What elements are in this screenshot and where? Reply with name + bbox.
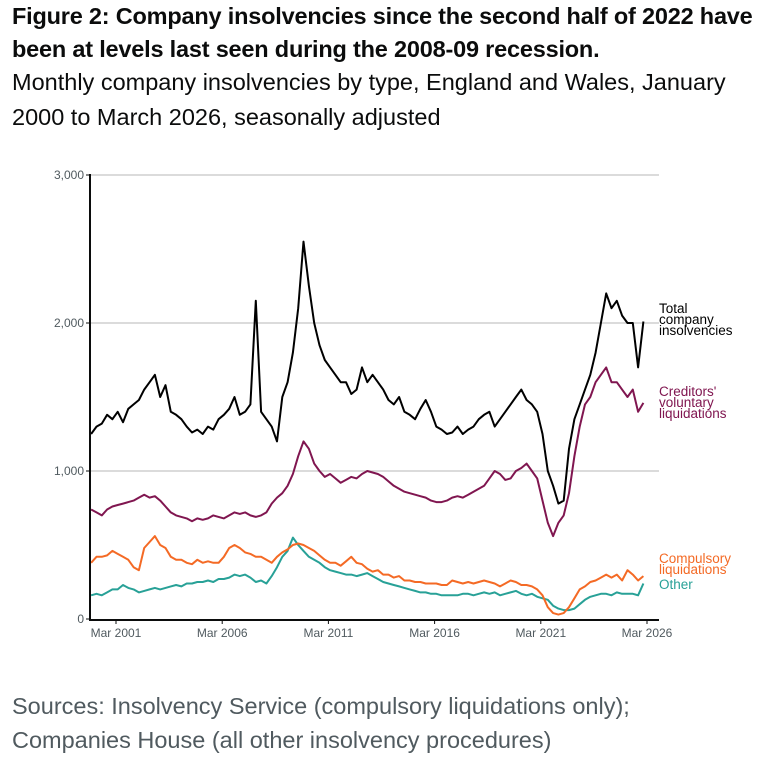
direct-label-line: voluntary [659,395,714,410]
insolvencies-line-chart: 0 1,000 2,000 3,000 Mar 2001 Mar 2006 Mar 201… [54,168,733,640]
series-line-other [90,536,645,612]
direct-label-compulsory-liquidations: Compulsory liquidations [659,551,731,577]
source-line-1: Sources: Insolvency Service (compulsory … [12,693,630,719]
direct-label-line: company [659,312,714,327]
figure-source: Sources: Insolvency Service (compulsory … [12,689,782,757]
y-tick-label: 1,000 [54,464,84,478]
x-tick-label: Mar 2026 [622,626,673,640]
y-tick-label: 0 [77,612,84,626]
direct-label-line: insolvencies [659,323,733,338]
figure-title-line-2: been at levels last seen during the 2008… [12,36,600,62]
x-axis-ticks: Mar 2001 Mar 2006 Mar 2011 Mar 2016 Mar 2021… [91,620,673,640]
gridlines [90,174,659,472]
series-line-compulsory-liquidations [90,535,645,616]
direct-label-line: liquidations [659,406,727,421]
y-tick-label: 2,000 [54,316,84,330]
direct-label-line: Total [659,301,688,316]
direct-labels: Total company insolvencies Creditors' volunt… [659,301,733,592]
series-line-creditors-voluntary-liquidations [90,366,645,538]
x-tick-label: Mar 2006 [197,626,248,640]
direct-label-line: liquidations [659,562,727,577]
figure-title: Figure 2: Company insolvencies since the… [12,0,784,66]
direct-label-line: Creditors' [659,384,716,399]
direct-label-creditors-voluntary-liquidations: Creditors' voluntary liquidations [659,384,727,421]
figure-subtitle: Monthly company insolvencies by type, En… [12,69,726,130]
x-tick-label: Mar 2011 [303,626,353,640]
y-tick-label: 3,000 [54,168,84,182]
direct-label-total-company-insolvencies: Total company insolvencies [659,301,733,338]
series-lines [90,240,645,616]
series-line-total-company-insolvencies [90,240,645,505]
direct-label-line: Compulsory [659,551,731,566]
y-axis-ticks: 0 1,000 2,000 3,000 [54,168,90,626]
x-tick-label: Mar 2021 [515,626,566,640]
direct-label-line: Other [659,577,693,592]
x-tick-label: Mar 2001 [91,626,142,640]
x-tick-label: Mar 2016 [409,626,460,640]
figure-title-line-1: Figure 2: Company insolvencies since the… [12,3,753,29]
source-line-2: Companies House (all other insolvency pr… [12,727,552,753]
direct-label-other: Other [659,577,693,592]
